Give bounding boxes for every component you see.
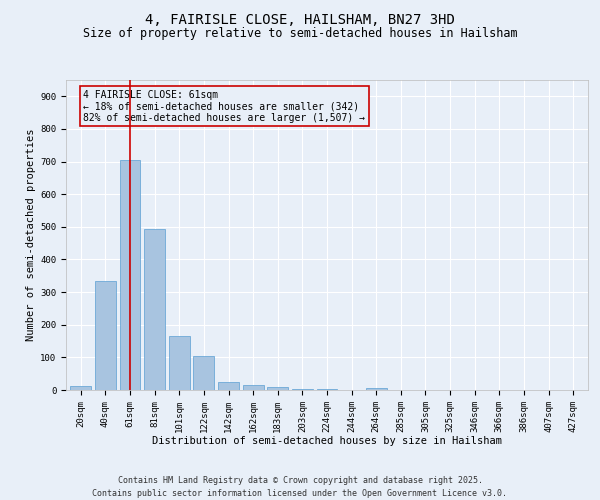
Text: Contains HM Land Registry data © Crown copyright and database right 2025.
Contai: Contains HM Land Registry data © Crown c… (92, 476, 508, 498)
Bar (292, 388, 313, 390)
Text: 4, FAIRISLE CLOSE, HAILSHAM, BN27 3HD: 4, FAIRISLE CLOSE, HAILSHAM, BN27 3HD (145, 12, 455, 26)
X-axis label: Distribution of semi-detached houses by size in Hailsham: Distribution of semi-detached houses by … (152, 436, 502, 446)
Text: Size of property relative to semi-detached houses in Hailsham: Size of property relative to semi-detach… (83, 28, 517, 40)
Bar (119, 160, 140, 390)
Bar (169, 336, 190, 390)
Bar (242, 385, 263, 390)
Bar (366, 388, 387, 390)
Bar (95, 282, 116, 390)
Bar (144, 229, 165, 390)
Y-axis label: Number of semi-detached properties: Number of semi-detached properties (26, 128, 36, 341)
Text: 4 FAIRISLE CLOSE: 61sqm
← 18% of semi-detached houses are smaller (342)
82% of s: 4 FAIRISLE CLOSE: 61sqm ← 18% of semi-de… (83, 90, 365, 123)
Bar (193, 356, 214, 390)
Bar (218, 382, 239, 390)
Bar (317, 388, 337, 390)
Bar (267, 387, 288, 390)
Bar (70, 386, 91, 390)
